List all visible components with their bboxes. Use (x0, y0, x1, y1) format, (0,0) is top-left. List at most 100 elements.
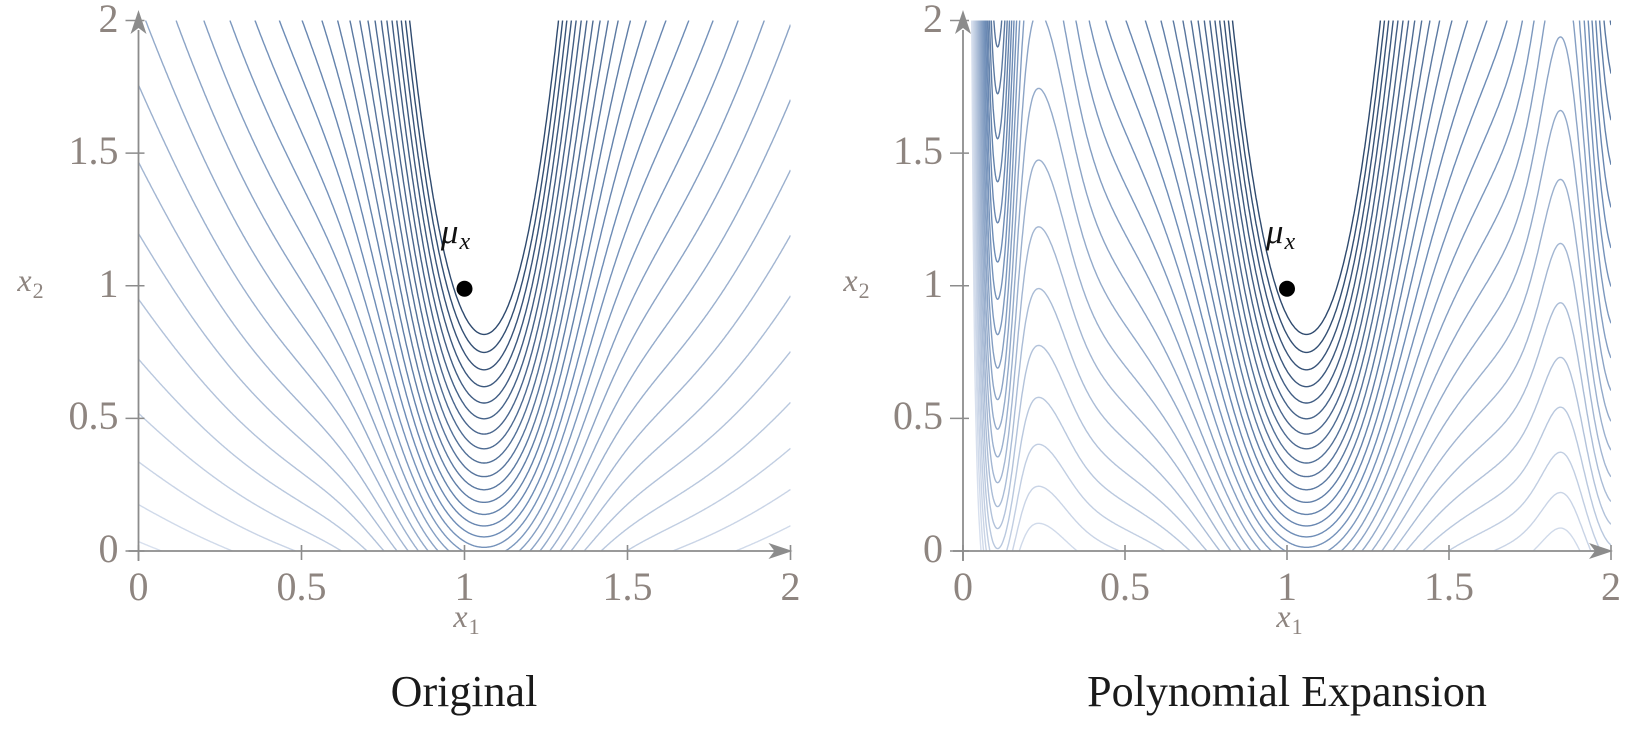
contour-line (138, 161, 791, 551)
contour-line (203, 20, 765, 551)
mean-point-label-base: μ (1265, 212, 1284, 251)
contour-line (977, 20, 1611, 551)
contour-line (229, 20, 739, 551)
contour-line (396, 20, 573, 388)
mean-point-label-sub: x (459, 229, 471, 255)
contour-line (983, 20, 1611, 548)
contour-line (986, 20, 1611, 527)
contour-line (138, 84, 791, 551)
y-tick-label: 1.5 (68, 128, 119, 174)
x-axis-arrowhead (768, 543, 793, 559)
contour-line (973, 20, 1592, 551)
contour-line (175, 20, 791, 551)
contour-line (1214, 20, 1399, 404)
y-tick-label: 2 (923, 0, 943, 41)
contour-line (349, 20, 619, 491)
contour-line (974, 20, 1602, 551)
y-axis-label-sub: 2 (32, 278, 44, 303)
y-axis-label: x2 (17, 262, 43, 303)
mean-point-marker (456, 280, 473, 297)
axes (125, 10, 793, 561)
x-tick-label: 0 (128, 564, 149, 609)
contour-line (1231, 20, 1382, 336)
axes (950, 10, 1613, 561)
y-axis-arrowhead (955, 10, 971, 34)
contour-line (138, 461, 791, 551)
mean-point-label: μx (440, 212, 471, 255)
contour-line (359, 20, 609, 478)
contour-line (972, 20, 1581, 551)
contour-line (979, 20, 1611, 551)
contour-line (993, 20, 1611, 478)
contour-line (978, 20, 1611, 551)
contour-line (138, 503, 791, 551)
contour-line (988, 20, 1611, 503)
contour-line (138, 298, 791, 551)
contour-line (984, 20, 1611, 538)
contour-line (975, 20, 1611, 551)
contour-line (1209, 20, 1404, 420)
contour-line (301, 20, 667, 527)
contour-line (367, 20, 601, 464)
contour-line (254, 20, 714, 548)
x-tick-label: 0 (953, 564, 973, 609)
y-axis-label-base: x (17, 262, 32, 298)
x-tick-label: 0.5 (1100, 564, 1150, 609)
x-tick-label: 2 (1601, 564, 1621, 609)
contour-line (278, 20, 690, 538)
contour-line (337, 20, 632, 503)
contour-line (408, 20, 560, 336)
mean-point-label: μx (1265, 212, 1296, 255)
contour-line (144, 20, 791, 551)
contour-line (386, 20, 582, 420)
plot-title-polynomial-expansion: Polynomial Expansion (1087, 667, 1487, 716)
x-axis-label-sub: 1 (1291, 614, 1303, 639)
x-tick-label: 1.5 (1424, 564, 1474, 609)
x-tick-label: 2 (780, 564, 801, 609)
contour-line (981, 20, 1611, 551)
contour-line (1227, 20, 1386, 354)
mean-point-marker (1279, 280, 1295, 297)
x-axis-arrowhead (1589, 543, 1613, 559)
contour-line (404, 20, 564, 354)
x-tick-label: 1 (1277, 564, 1297, 609)
y-tick-label: 0.5 (893, 393, 943, 439)
contour-line (400, 20, 568, 371)
contour-line (138, 412, 791, 551)
x-axis-label-sub: 1 (468, 614, 480, 639)
y-axis-label-sub: 2 (858, 278, 870, 303)
x-axis-label-base: x (1276, 598, 1291, 634)
y-axis-label: x2 (843, 262, 869, 303)
contour-group (971, 20, 1611, 551)
x-axis-label-base: x (453, 598, 468, 634)
y-axis-label-base: x (843, 262, 858, 298)
contour-line (380, 20, 588, 435)
y-axis-arrowhead (130, 10, 147, 34)
y-tick-label: 0.5 (68, 393, 119, 439)
mean-point-label-base: μ (440, 212, 459, 251)
x-tick-label: 0.5 (276, 564, 327, 609)
contour-group (138, 20, 791, 551)
contour-line (980, 20, 1611, 551)
y-tick-label: 0 (923, 526, 943, 571)
y-tick-label: 1 (923, 260, 943, 306)
y-tick-label: 1 (98, 260, 119, 306)
mean-point-label-sub: x (1284, 229, 1296, 255)
contour-line (138, 233, 791, 551)
contour-line (976, 20, 1611, 551)
x-tick-label: 1 (454, 564, 475, 609)
contour-line (1219, 20, 1394, 388)
contour-line (1190, 20, 1423, 464)
contour-line (1223, 20, 1390, 371)
contour-line (321, 20, 647, 516)
contour-line (982, 20, 1611, 551)
contour-line (138, 358, 791, 551)
x-axis-label: x1 (1276, 598, 1302, 639)
contour-line (391, 20, 577, 404)
x-axis-label: x1 (453, 598, 479, 639)
contour-line (971, 20, 982, 551)
contour-line (1203, 20, 1410, 435)
contour-line (987, 20, 1611, 516)
